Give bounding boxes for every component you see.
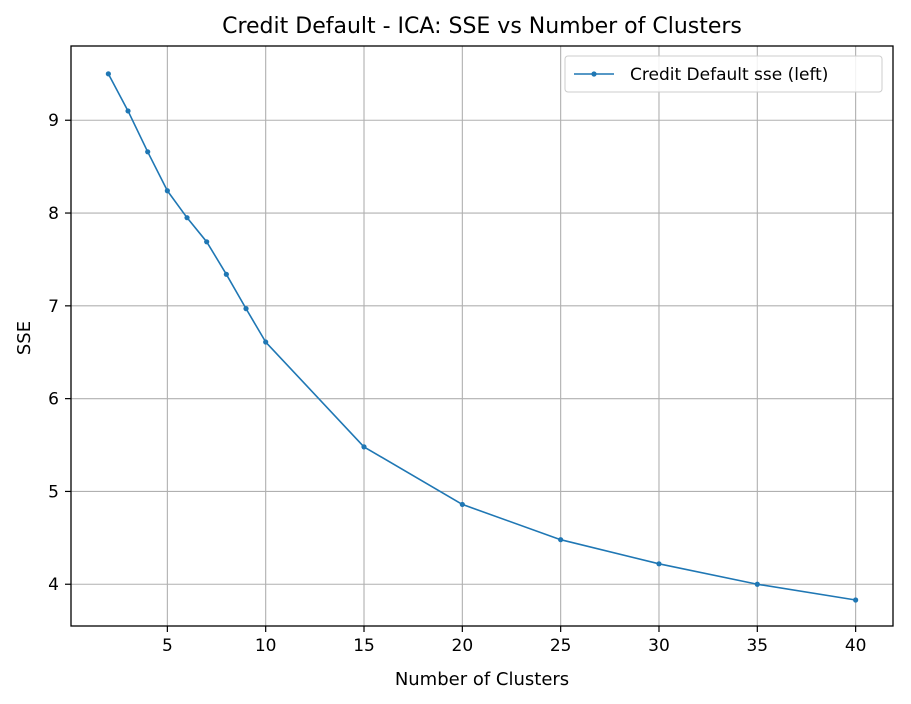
data-point: [145, 149, 151, 155]
legend-entry-credit-default-sse: Credit Default sse (left): [630, 65, 828, 85]
x-tick-label: 5: [162, 636, 173, 656]
data-point: [754, 581, 760, 587]
data-point: [204, 239, 210, 245]
data-point: [184, 215, 190, 221]
x-tick-label: 30: [648, 636, 670, 656]
y-tick-label: 8: [48, 204, 59, 224]
grid: [71, 46, 893, 626]
x-tick-label: 20: [452, 636, 474, 656]
y-tick-label: 9: [48, 111, 59, 131]
chart-title: Credit Default - ICA: SSE vs Number of C…: [222, 14, 742, 39]
x-axis-label: Number of Clusters: [395, 669, 569, 690]
data-point: [853, 597, 859, 603]
data-point: [558, 537, 564, 543]
y-tick-label: 4: [48, 575, 59, 595]
y-tick-label: 5: [48, 482, 59, 502]
x-tick-label: 10: [255, 636, 277, 656]
data-point: [164, 188, 170, 194]
data-point: [263, 339, 269, 345]
plot-frame: [70, 45, 894, 627]
x-tick-label: 40: [845, 636, 867, 656]
data-point: [361, 444, 367, 450]
data-point: [243, 306, 249, 312]
legend-box: [564, 55, 883, 93]
data-point: [125, 108, 131, 114]
data-point: [656, 561, 662, 567]
legend: Credit Default sse (left): [564, 55, 883, 93]
series-line: [107, 73, 856, 601]
data-point: [459, 501, 465, 508]
data-point: [105, 71, 111, 77]
line-layer: [105, 71, 859, 603]
y-axis-label: SSE: [14, 321, 35, 355]
legend-marker-swatch: [591, 71, 597, 77]
x-tick-label: 35: [746, 636, 768, 656]
y-tick-label: 7: [48, 297, 59, 317]
y-tick-label: 6: [48, 390, 59, 410]
x-tick-label: 25: [550, 636, 572, 656]
data-point: [223, 271, 229, 277]
x-tick-label: 15: [353, 636, 375, 656]
